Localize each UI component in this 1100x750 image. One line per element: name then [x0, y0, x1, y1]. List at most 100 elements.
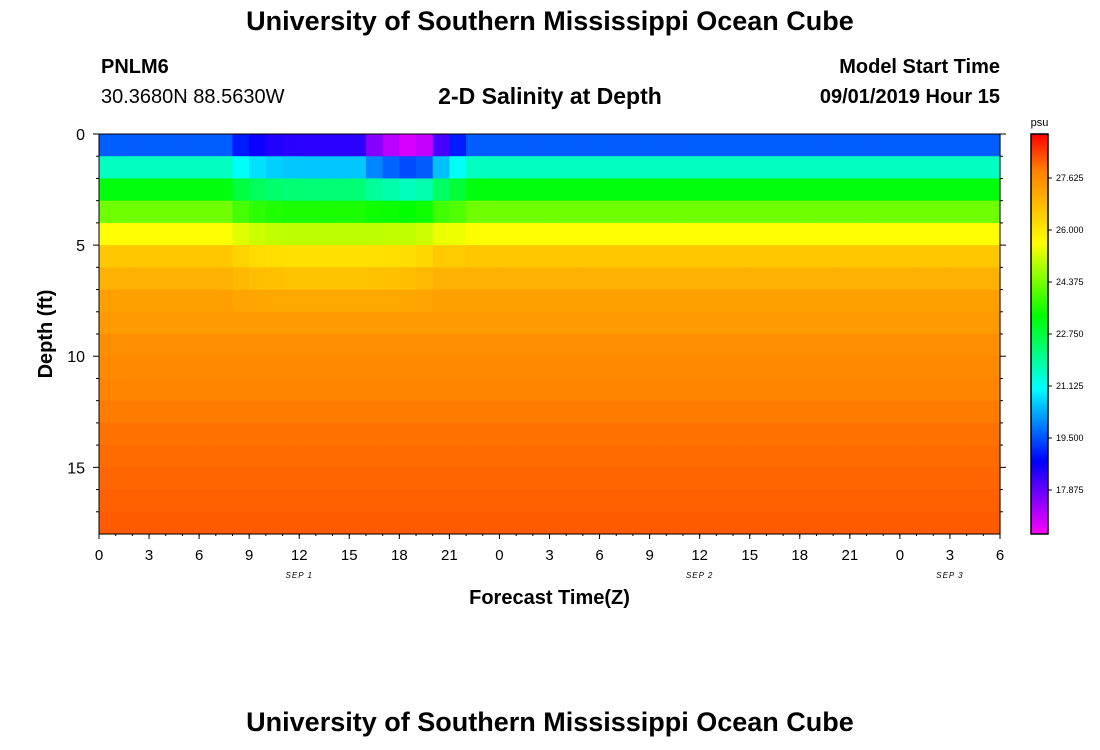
heatmap-cell — [282, 245, 300, 268]
heatmap-cell — [899, 334, 918, 357]
heatmap-cell — [783, 489, 801, 513]
heatmap-cell — [866, 445, 884, 468]
heatmap-cell — [983, 267, 1001, 291]
heatmap-cell — [949, 311, 968, 335]
heatmap-cell — [449, 178, 467, 202]
heatmap-cell — [666, 422, 684, 446]
heatmap-cell — [549, 445, 567, 468]
heatmap-cell — [165, 422, 184, 446]
heatmap-cell — [282, 178, 300, 202]
heatmap-cell — [632, 156, 651, 180]
heatmap-cell — [482, 400, 501, 424]
heatmap-cell — [532, 178, 551, 202]
heatmap-cell — [416, 311, 434, 335]
heatmap-cell — [482, 334, 501, 357]
heatmap-cell — [899, 134, 918, 157]
heatmap-cell — [949, 511, 968, 535]
heatmap-cell — [816, 156, 834, 180]
axes: 0 3 6 9 12 15 18 21 0 3 6 9 12 15 18 21 0 3 6 SEP 1 SEP 2 SEP… — [67, 127, 1006, 580]
heatmap-cell — [399, 134, 417, 157]
heatmap-cell — [416, 511, 434, 535]
heatmap-cell — [232, 156, 250, 180]
heatmap-cell — [499, 267, 517, 291]
heatmap-cell — [282, 200, 300, 224]
heatmap-cell — [149, 422, 167, 446]
heatmap-cell — [449, 445, 467, 468]
heatmap-cell — [582, 400, 601, 424]
heatmap-cell — [432, 400, 450, 424]
heatmap-cell — [733, 334, 751, 357]
heatmap-cell — [432, 134, 450, 157]
heatmap-cell — [733, 289, 751, 313]
heatmap-cell — [816, 511, 834, 535]
heatmap-cell — [199, 200, 217, 224]
heatmap-cell — [349, 334, 367, 357]
heatmap-cell — [682, 222, 701, 246]
heatmap-cell — [916, 178, 934, 202]
heatmap-cell — [666, 178, 684, 202]
heatmap-cell — [99, 289, 117, 313]
heatmap-cell — [632, 467, 651, 491]
heatmap-cell — [716, 467, 734, 491]
y-tick-label: 5 — [76, 238, 85, 255]
heatmap-cell — [299, 156, 317, 180]
heatmap-cell — [182, 334, 200, 357]
heatmap-cell — [799, 445, 818, 468]
heatmap-cell — [466, 356, 484, 380]
heatmap-cell — [115, 356, 133, 380]
heatmap-cell — [182, 445, 200, 468]
heatmap-cell — [883, 489, 901, 513]
heatmap-cell — [766, 200, 784, 224]
heatmap-cell — [482, 356, 501, 380]
heatmap-cell — [733, 134, 751, 157]
heatmap-cell — [616, 445, 634, 468]
heatmap-cell — [249, 467, 267, 491]
x-tick-label: 0 — [495, 547, 503, 564]
heatmap-cell — [632, 267, 651, 291]
heatmap-cell — [315, 334, 334, 357]
heatmap-cell — [949, 400, 968, 424]
heatmap-cell — [232, 289, 250, 313]
heatmap-cell — [733, 311, 751, 335]
heatmap-cell — [399, 400, 417, 424]
heatmap-cell — [549, 311, 567, 335]
heatmap-cell — [733, 222, 751, 246]
x-tick-label: 21 — [841, 547, 858, 564]
heatmap-cell — [682, 311, 701, 335]
heatmap-cell — [949, 489, 968, 513]
y-tick-label: 15 — [67, 460, 85, 477]
heatmap-cell — [699, 156, 717, 180]
x-tick-label: 6 — [996, 547, 1004, 564]
heatmap-cell — [749, 267, 768, 291]
colorbar-tick-label: 26.000 — [1056, 225, 1084, 235]
heatmap-cell — [799, 467, 818, 491]
heatmap-cell — [215, 289, 234, 313]
heatmap-cell — [315, 445, 334, 468]
heatmap-cell — [933, 356, 951, 380]
heatmap-cell — [616, 334, 634, 357]
heatmap-cell — [899, 378, 918, 402]
heatmap-cell — [466, 267, 484, 291]
heatmap-cell — [949, 200, 968, 224]
heatmap-cell — [716, 245, 734, 268]
heatmap-cell — [549, 356, 567, 380]
heatmap-cell — [265, 511, 284, 535]
heatmap-cell — [365, 289, 384, 313]
heatmap-cell — [249, 245, 267, 268]
heatmap-cell — [215, 311, 234, 335]
heatmap-cell — [866, 245, 884, 268]
heatmap-cell — [265, 178, 284, 202]
heatmap-cell — [883, 267, 901, 291]
x-tick-label: 6 — [195, 547, 203, 564]
heatmap-cell — [849, 422, 868, 446]
heatmap-cell — [582, 445, 601, 468]
heatmap-cell — [883, 445, 901, 468]
heatmap-cell — [299, 334, 317, 357]
heatmap-cell — [432, 311, 450, 335]
heatmap-cell — [716, 222, 734, 246]
heatmap-cell — [99, 311, 117, 335]
heatmap-cell — [365, 422, 384, 446]
heatmap-cell — [766, 422, 784, 446]
heatmap-cell — [299, 267, 317, 291]
heatmap-cell — [899, 445, 918, 468]
